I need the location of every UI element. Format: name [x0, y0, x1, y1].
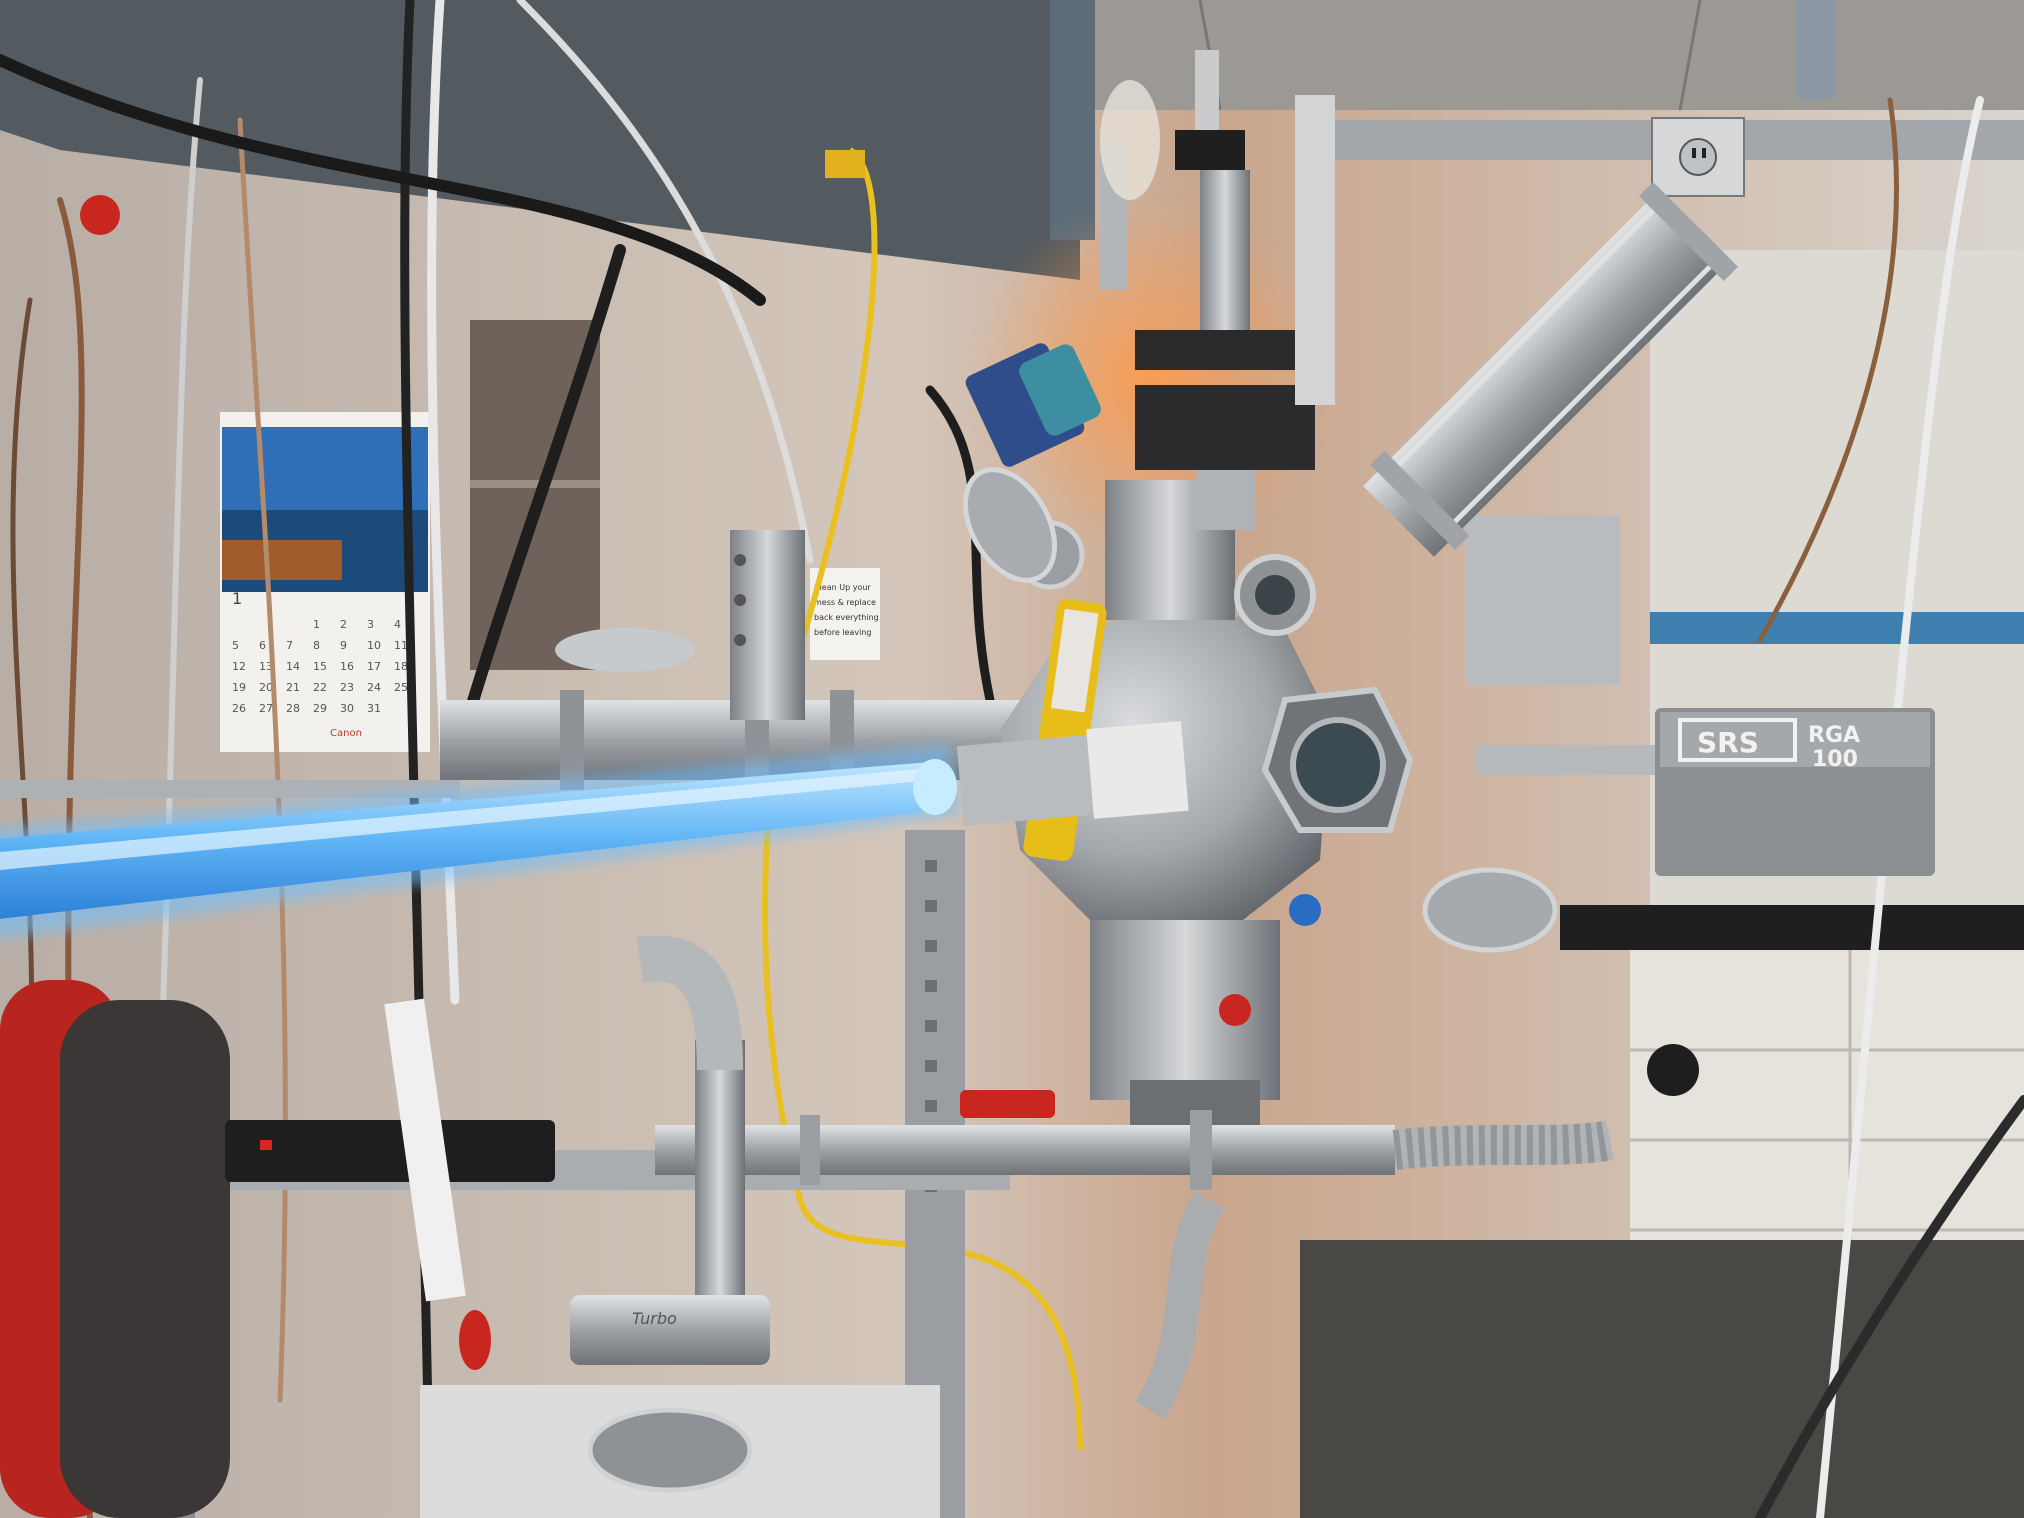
viewport-window: [1261, 686, 1414, 833]
calendar-day: 19: [232, 681, 246, 694]
pegboard: [1465, 515, 1620, 685]
calendar-day: 9: [340, 639, 347, 652]
calendar-day: 1: [313, 618, 320, 631]
floor: [1300, 1240, 2024, 1518]
black-knob: [1647, 1044, 1699, 1096]
rga-model-line2: 100: [1812, 747, 1858, 772]
sign-line-3: back everything: [814, 613, 879, 622]
overhead-beam: [0, 0, 1080, 280]
calendar-day: 22: [313, 681, 327, 694]
flange-lower-right: [1422, 867, 1558, 953]
manipulator-arm: [1295, 95, 1335, 405]
calendar-day: 15: [313, 660, 327, 673]
yellow-cable: [762, 147, 1083, 1451]
sign-line-4: before leaving: [814, 628, 871, 637]
diagonal-tube: [1363, 182, 1738, 557]
calendar-day: 13: [259, 660, 273, 673]
calendar-day: 17: [367, 660, 381, 673]
calendar-day: 28: [286, 702, 300, 715]
long-rod: [0, 780, 460, 798]
rga-brand: SRS: [1697, 726, 1759, 759]
blue-knob: [1289, 894, 1321, 926]
calendar-day: 16: [340, 660, 354, 673]
calendar-day: 21: [286, 681, 300, 694]
flex-hose-down: [1135, 1190, 1225, 1420]
calendar-day: 11: [394, 639, 408, 652]
vertical-pipe: [695, 1040, 745, 1320]
red-valve-handle-icon: [80, 195, 1251, 1370]
calendar-day: 3: [367, 618, 374, 631]
blue-vacuum-gauge-icon: [965, 343, 1101, 467]
sign-line-2: mess & replace: [814, 598, 876, 607]
elbow-pipe: [636, 935, 743, 1071]
calendar-day: 6: [259, 639, 266, 652]
gas-cylinder-dark: [60, 1000, 230, 1518]
calendar-day: 25: [394, 681, 408, 694]
calendar-day: 23: [340, 681, 354, 694]
electrical-outlet-icon: [1651, 117, 1745, 197]
wall-sign: Clean Up your mess & replace back everyt…: [810, 568, 880, 660]
top-manipulator: [1100, 50, 1335, 530]
bench-top: [1560, 905, 2024, 950]
calendar-day: 18: [394, 660, 408, 673]
pipe-label: Turbo: [632, 1309, 677, 1328]
calendar-day: 5: [232, 639, 239, 652]
flange-left-ports: [962, 467, 1058, 583]
calendar-brand: Canon: [330, 728, 362, 739]
calendar-day: 4: [394, 618, 401, 631]
calendar-day: 31: [367, 702, 381, 715]
power-strip: [225, 1120, 555, 1182]
white-bar: [384, 998, 466, 1302]
calendar-day: 20: [259, 681, 273, 694]
calendar-day: 30: [340, 702, 354, 715]
lamp-bulb: [1100, 80, 1160, 200]
side-chamber: [555, 530, 805, 720]
calendar-day: 27: [259, 702, 273, 715]
rga-logo: [1678, 718, 1797, 762]
calendar-day: 12: [232, 660, 246, 673]
glowing-plasma-tube: [0, 745, 960, 939]
insulated-section: [956, 734, 1104, 826]
calendar-day: 26: [232, 702, 246, 715]
yellow-connector: [825, 150, 865, 178]
turbo-pump: Turbo: [420, 1295, 940, 1518]
calendar-day: 24: [367, 681, 381, 694]
calendar-day: 10: [367, 639, 381, 652]
lower-pipe: [655, 1125, 1395, 1175]
blue-shelf: [1650, 612, 2024, 644]
calendar-month: 1: [232, 589, 242, 608]
calendar-day: 14: [286, 660, 300, 673]
calendar-day: 8: [313, 639, 320, 652]
rga-model-line1: RGA: [1808, 723, 1860, 748]
calendar-day: 2: [340, 618, 347, 631]
calendar-day: 29: [313, 702, 327, 715]
rga-analyzer: SRS RGA 100: [1475, 708, 1935, 876]
calendar-day: 7: [286, 639, 293, 652]
sign-line-1: Clean Up your: [814, 583, 871, 592]
